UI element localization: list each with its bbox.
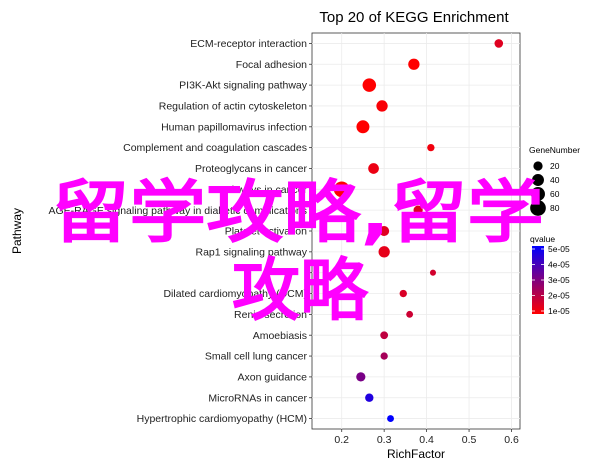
- x-tick-label: 0.3: [377, 434, 392, 446]
- data-point: [376, 100, 388, 112]
- watermark-line-1: 留学攻略,留学: [52, 174, 544, 253]
- y-tick-label: Axon guidance: [238, 371, 308, 383]
- size-legend-label: 20: [550, 161, 560, 171]
- x-tick-label: 0.4: [419, 434, 434, 446]
- y-tick-label: Rap1 signaling pathway: [196, 246, 308, 258]
- color-legend-label: 3e-05: [548, 275, 570, 285]
- y-tick-label: Hypertrophic cardiomyopathy (HCM): [137, 413, 307, 425]
- y-tick-label: Small cell lung cancer: [205, 351, 308, 363]
- data-point: [380, 352, 388, 360]
- color-legend-title: qvalue: [530, 234, 555, 244]
- y-tick-label: Amoebiasis: [253, 330, 307, 342]
- size-legend-dot: [533, 161, 543, 171]
- x-tick-label: 0.2: [334, 434, 349, 446]
- size-legend-dot: [531, 187, 545, 201]
- size-legend: GeneNumber 20 40 60 80: [529, 145, 580, 216]
- y-tick-label: MicroRNAs in cancer: [208, 392, 307, 404]
- color-bar: [532, 246, 544, 314]
- y-tick-label: ECM-receptor interaction: [190, 38, 307, 50]
- size-legend-dot: [530, 200, 546, 216]
- data-point: [379, 226, 390, 236]
- data-point: [333, 181, 350, 198]
- y-tick-label: Pathways in cancer: [216, 184, 308, 196]
- data-point: [408, 58, 420, 70]
- y-tick-label: PI3K-Akt signaling pathway: [179, 80, 308, 92]
- y-tick-label: Focal adhesion: [236, 59, 307, 71]
- color-legend-label: 4e-05: [548, 260, 570, 270]
- y-tick-label: Regulation of actin cytoskeleton: [159, 101, 307, 113]
- y-tick-label: Renin secretion: [234, 309, 307, 321]
- data-point: [356, 372, 366, 382]
- color-legend-label: 1e-05: [548, 306, 570, 316]
- data-point: [380, 331, 389, 340]
- data-point: [494, 39, 504, 48]
- data-point: [365, 393, 374, 402]
- data-point: [427, 143, 435, 152]
- data-point: [413, 205, 423, 215]
- y-tick-label: Complement and coagulation cascades: [123, 142, 307, 154]
- data-point: [406, 310, 414, 318]
- grid-lines: [312, 33, 520, 429]
- data-point: [399, 289, 407, 298]
- y-tick-label: Proteoglycans in cancer: [195, 163, 308, 175]
- data-point: [368, 163, 379, 174]
- y-tick-label: AGE-RAGE signaling pathway in diabetic c…: [48, 205, 307, 217]
- data-point: [387, 415, 394, 423]
- data-point: [378, 246, 390, 258]
- color-legend: qvalue 5e-05 4e-05 3e-05 2e-05 1e-05: [530, 234, 570, 316]
- color-legend-label: 5e-05: [548, 244, 570, 254]
- x-axis-title: RichFactor: [387, 447, 445, 461]
- size-legend-label: 80: [550, 203, 560, 213]
- size-legend-dot: [532, 174, 544, 186]
- y-axis-ticks: ECM-receptor interaction Focal adhesion PI…: [48, 38, 312, 425]
- x-axis-ticks: 0.2 0.3 0.4 0.5 0.6: [334, 429, 519, 446]
- data-point: [362, 78, 377, 92]
- color-legend-label: 2e-05: [548, 291, 570, 301]
- x-tick-label: 0.5: [462, 434, 477, 446]
- y-tick-label: Dilated cardiomyopathy (DCM): [163, 288, 307, 300]
- x-tick-label: 0.6: [504, 434, 519, 446]
- size-legend-title: GeneNumber: [529, 145, 580, 155]
- watermark-overlay: 留学攻略,留学 攻略: [52, 174, 544, 331]
- watermark-line-2: 攻略: [232, 252, 369, 331]
- data-point: [356, 120, 370, 134]
- y-tick-label: Human papillomavirus infection: [161, 121, 307, 133]
- data-points: [333, 39, 504, 423]
- chart-title: Top 20 of KEGG Enrichment: [319, 9, 509, 26]
- y-axis-title: Pathway: [10, 208, 24, 254]
- size-legend-label: 40: [550, 175, 560, 185]
- y-tick-label: Platelet activation: [225, 226, 307, 238]
- size-legend-label: 60: [550, 189, 560, 199]
- data-point: [429, 269, 436, 276]
